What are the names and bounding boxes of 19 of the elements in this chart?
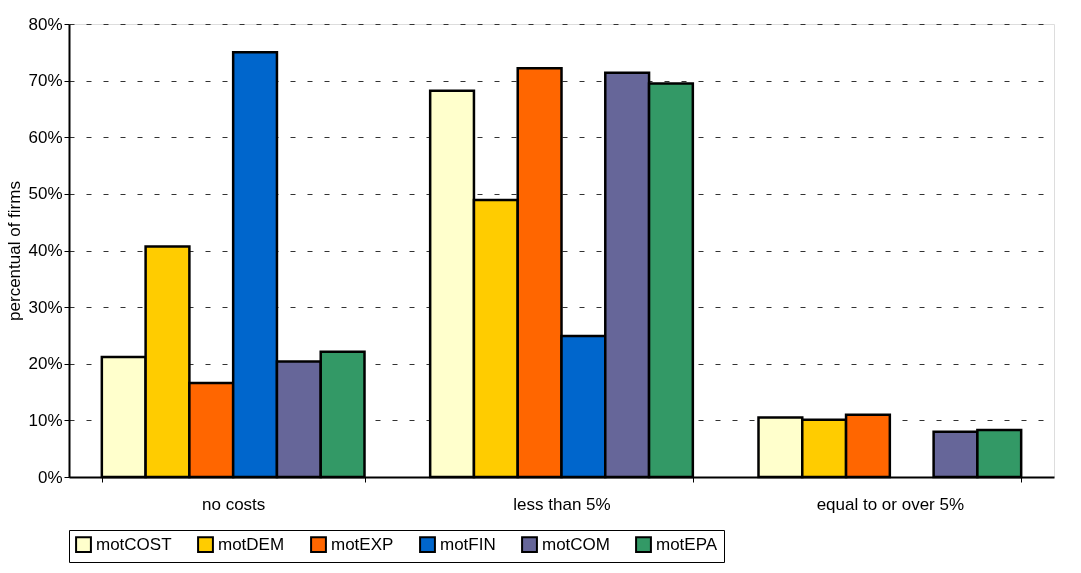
y-tick-label: 30% (28, 297, 63, 317)
x-tick-label: no costs (202, 494, 266, 514)
legend-label: motCOST (96, 534, 172, 554)
x-tick-label: less than 5% (513, 494, 611, 514)
y-tick-label: 50% (28, 184, 63, 204)
y-tick-label: 40% (28, 241, 63, 260)
legend-label: motEXP (331, 534, 394, 554)
legend-label: motEPA (656, 534, 718, 554)
legend-label: motDEM (218, 534, 285, 554)
y-tick-label: 70% (28, 71, 63, 91)
legend-label: motFIN (440, 534, 496, 554)
y-tick-label: 80% (28, 14, 63, 34)
y-tick-label: 20% (28, 354, 63, 374)
y-axis-title: percentual of firms (5, 181, 25, 321)
legend-label: motCOM (542, 534, 610, 554)
x-tick-label: equal to or over 5% (816, 494, 965, 514)
y-tick-label: 10% (28, 410, 63, 430)
y-tick-label: 60% (28, 127, 63, 147)
y-tick-label: 0% (37, 467, 63, 487)
